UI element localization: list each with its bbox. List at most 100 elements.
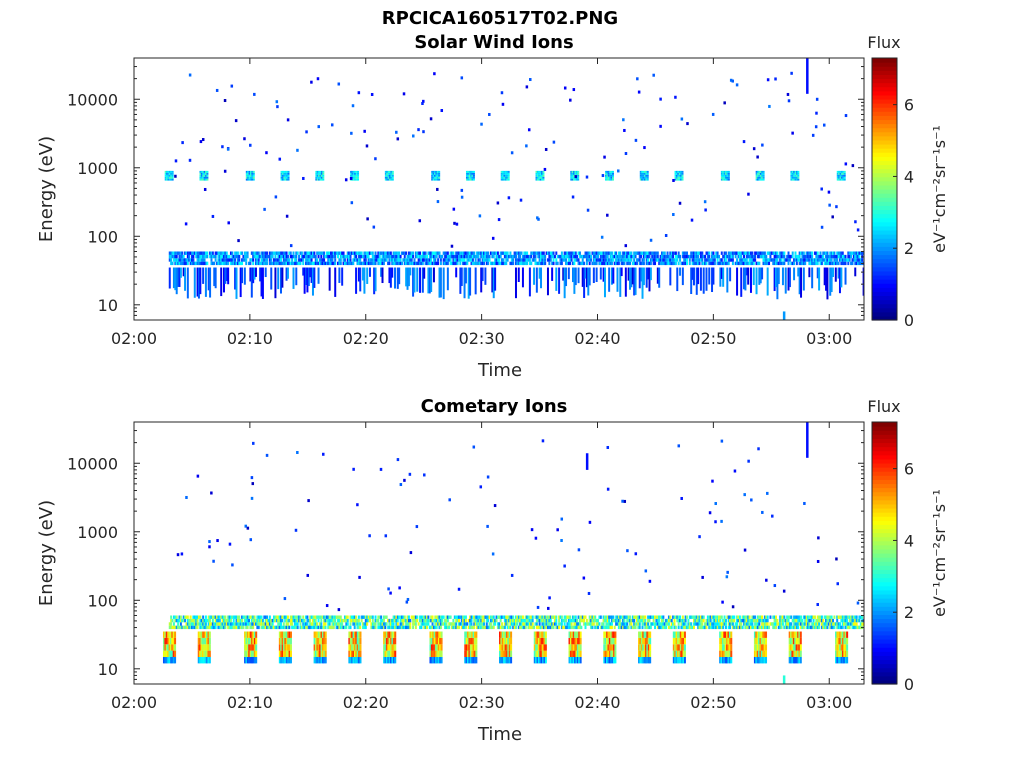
- heatmap-cell: [544, 644, 547, 651]
- heatmap-cell: [204, 644, 207, 651]
- colorbar-segment: [872, 62, 897, 67]
- heatmap-cell: [740, 267, 743, 297]
- heatmap-cell: [193, 618, 196, 623]
- heatmap-cell: [508, 254, 511, 259]
- heatmap-cell: [847, 258, 850, 262]
- heatmap-cell: [248, 172, 251, 175]
- heatmap-cell: [249, 650, 252, 658]
- heatmap-cell: [758, 267, 761, 285]
- heatmap-cell: [539, 631, 542, 638]
- heatmap-cell: [274, 195, 278, 199]
- heatmap-cell: [779, 261, 782, 266]
- heatmap-cell: [574, 254, 577, 259]
- heatmap-cell: [170, 618, 173, 623]
- heatmap-cell: [840, 258, 843, 262]
- heatmap-cell: [348, 637, 351, 645]
- heatmap-cell: [823, 615, 826, 619]
- heatmap-cell: [736, 618, 739, 623]
- heatmap-cell: [464, 254, 467, 259]
- heatmap-cell: [396, 622, 399, 626]
- heatmap-cell: [231, 261, 234, 266]
- heatmap-cell: [538, 267, 541, 279]
- heatmap-cell: [800, 251, 803, 255]
- heatmap-cell: [748, 251, 751, 255]
- heatmap-cell: [370, 625, 373, 630]
- heatmap-cell: [680, 174, 683, 177]
- heatmap-cell: [413, 622, 416, 626]
- heatmap-cell: [565, 251, 568, 255]
- heatmap-cell: [434, 622, 437, 626]
- heatmap-cell: [601, 251, 604, 255]
- heatmap-cell: [442, 622, 445, 626]
- heatmap-cell: [178, 625, 181, 630]
- heatmap-cell: [847, 254, 850, 259]
- heatmap-cell: [322, 170, 325, 173]
- heatmap-cell: [318, 261, 321, 266]
- heatmap-cell: [355, 178, 358, 181]
- heatmap-cell: [460, 254, 463, 259]
- heatmap-cell: [196, 267, 199, 297]
- heatmap-cell: [284, 637, 287, 645]
- heatmap-cell: [236, 622, 239, 626]
- heatmap-cell: [552, 615, 555, 619]
- heatmap-cell: [317, 615, 320, 619]
- heatmap-cell: [507, 650, 510, 658]
- heatmap-cell: [235, 254, 238, 259]
- heatmap-cell: [811, 261, 814, 266]
- heatmap-cell: [213, 267, 216, 287]
- heatmap-cell: [649, 251, 652, 255]
- heatmap-cell: [407, 622, 410, 626]
- heatmap-cell: [495, 618, 498, 623]
- heatmap-cell: [503, 625, 506, 630]
- heatmap-cell: [598, 261, 601, 266]
- heatmap-cell: [291, 625, 294, 630]
- heatmap-cell: [645, 170, 648, 173]
- heatmap-cell: [608, 631, 611, 638]
- heatmap-cell: [727, 170, 730, 173]
- heatmap-cell: [249, 631, 252, 638]
- heatmap-cell: [662, 258, 665, 262]
- heatmap-cell: [611, 657, 614, 664]
- heatmap-cell: [648, 261, 651, 266]
- heatmap-cell: [802, 615, 805, 619]
- heatmap-cell: [388, 622, 391, 626]
- heatmap-cell: [334, 254, 337, 259]
- heatmap-cell: [702, 615, 705, 619]
- heatmap-cell: [502, 251, 505, 255]
- heatmap-cell: [808, 267, 811, 278]
- heatmap-cell: [255, 657, 258, 664]
- heatmap-cell: [526, 622, 529, 626]
- heatmap-cell: [578, 615, 581, 619]
- heatmap-cell: [652, 618, 655, 623]
- heatmap-cell: [533, 657, 536, 664]
- heatmap-cell: [355, 172, 358, 175]
- heatmap-cell: [438, 625, 441, 630]
- heatmap-cell: [222, 251, 225, 255]
- heatmap-cell: [755, 174, 758, 177]
- heatmap-cell: [793, 172, 796, 175]
- heatmap-cell: [852, 618, 855, 623]
- heatmap-cell: [260, 618, 263, 623]
- heatmap-cell: [773, 267, 776, 292]
- heatmap-cell: [592, 261, 595, 266]
- heatmap-cell: [218, 258, 221, 262]
- heatmap-cell: [252, 644, 255, 651]
- heatmap-cell: [371, 618, 374, 623]
- heatmap-cell: [281, 631, 284, 638]
- heatmap-cell: [751, 622, 754, 626]
- heatmap-cell: [507, 637, 510, 645]
- heatmap-cell: [197, 258, 200, 262]
- heatmap-cell: [285, 618, 288, 623]
- heatmap-cell: [791, 625, 794, 630]
- heatmap-cell: [585, 618, 588, 623]
- heatmap-cell: [827, 254, 830, 259]
- heatmap-cell: [530, 261, 533, 266]
- heatmap-cell: [832, 622, 835, 626]
- heatmap-cell: [225, 261, 228, 266]
- heatmap-cell: [638, 657, 641, 664]
- heatmap-cell: [384, 625, 387, 630]
- heatmap-cell: [498, 261, 501, 266]
- heatmap-cell: [321, 625, 324, 630]
- heatmap-cell: [626, 625, 629, 630]
- heatmap-cell: [656, 267, 659, 284]
